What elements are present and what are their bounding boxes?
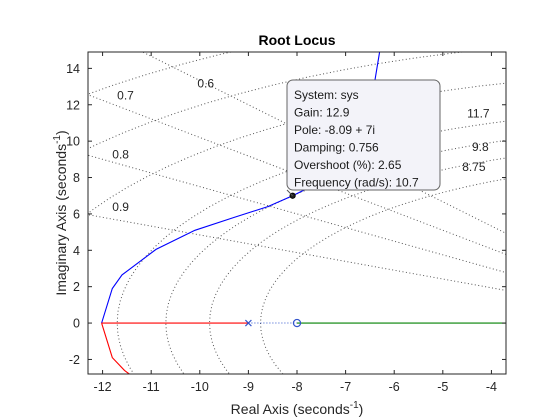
damping-line [141, 52, 506, 234]
chart-title: Root Locus [259, 32, 336, 48]
x-axis-label-suffix: ) [359, 401, 364, 417]
datatip-line: Pole: -8.09 + 7i [294, 123, 375, 137]
y-tick-label: 6 [73, 207, 80, 221]
y-tick-label: 12 [66, 98, 80, 112]
y-axis-label-exponent: -1 [52, 135, 63, 144]
y-tick-label: 8 [73, 171, 80, 185]
damping-label: 0.8 [112, 147, 129, 161]
x-tick-label: -4 [486, 380, 497, 394]
frequency-circle-unlabeled [88, 52, 467, 150]
locus-branch[interactable] [101, 322, 130, 374]
frequency-label: 11.7 [467, 106, 490, 120]
x-tick-label: -5 [437, 380, 448, 394]
tick-layer: 0.6 0.7 0.8 0.9 8.75 9.8 11.7 -12 -11 -10 -9 -8 -7 -6… [66, 52, 506, 394]
frequency-circle-unlabeled [88, 52, 234, 95]
x-tick-label: -10 [191, 380, 209, 394]
y-tick-label: 0 [73, 317, 80, 331]
y-tick-label: -2 [69, 353, 80, 367]
locus-branch[interactable] [101, 195, 293, 324]
datatip-line: Gain: 12.9 [294, 106, 350, 120]
datatip-line: Damping: 0.756 [294, 141, 379, 155]
x-tick-label: -9 [243, 380, 254, 394]
frequency-label: 8.75 [462, 160, 486, 174]
y-tick-label: 2 [73, 280, 80, 294]
frequency-circle [259, 178, 506, 374]
x-tick-label: -11 [143, 380, 160, 394]
y-axis-label-suffix: ) [53, 130, 69, 135]
datatip[interactable]: System: sys Gain: 12.9 Pole: -8.09 + 7i Dam… [286, 79, 441, 197]
x-axis-label-exponent: -1 [350, 400, 359, 411]
y-axis-label-text: Imaginary Axis (seconds [53, 144, 69, 296]
y-axis-label: Imaginary Axis (seconds-1) [52, 130, 69, 295]
damping-label: 0.6 [197, 76, 214, 90]
y-tick-label: 10 [66, 135, 80, 149]
datatip-connector [286, 189, 293, 197]
y-tick-label: 14 [66, 62, 80, 76]
datatip-line: System: sys [294, 88, 359, 102]
x-axis-label: Real Axis (seconds-1) [231, 400, 364, 417]
datatip-line: Frequency (rad/s): 10.7 [294, 176, 419, 190]
x-tick-label: -12 [94, 380, 112, 394]
datatip-line: Overshoot (%): 2.65 [294, 158, 402, 172]
frequency-label: 9.8 [472, 140, 489, 154]
x-axis-label-text: Real Axis (seconds [231, 401, 350, 417]
damping-label: 0.7 [117, 88, 134, 102]
datatip-box[interactable] [286, 79, 441, 191]
damping-label: 0.9 [112, 200, 129, 214]
x-tick-label: -6 [389, 380, 400, 394]
x-tick-label: -8 [291, 380, 302, 394]
x-tick-label: -7 [340, 380, 351, 394]
y-tick-label: 4 [73, 244, 80, 258]
